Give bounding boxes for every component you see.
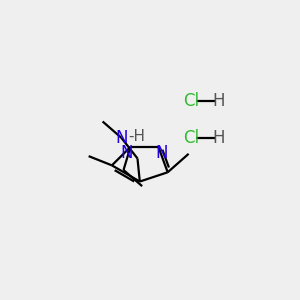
Text: Cl: Cl (183, 92, 199, 110)
Text: H: H (213, 92, 225, 110)
Text: N: N (121, 144, 133, 162)
Text: -H: -H (128, 129, 145, 144)
Text: H: H (213, 129, 225, 147)
Text: N: N (156, 144, 168, 162)
Text: N: N (115, 129, 128, 147)
Text: Cl: Cl (183, 129, 199, 147)
